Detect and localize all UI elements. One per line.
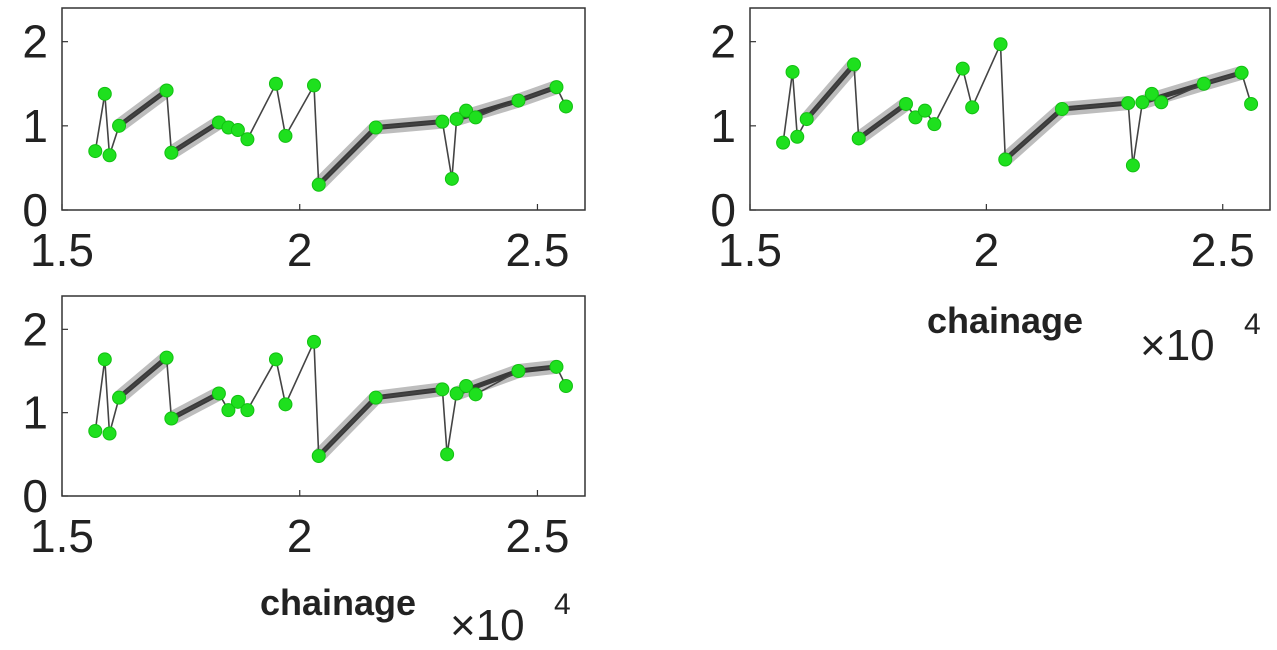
data-point	[211, 386, 226, 401]
data-point	[164, 145, 179, 160]
data-point	[112, 118, 127, 133]
data-point	[917, 103, 932, 118]
data-point	[847, 57, 861, 72]
y-tick-label: 2	[710, 16, 736, 68]
data-point	[268, 76, 283, 91]
data-point	[368, 120, 383, 135]
data-point	[1135, 95, 1150, 110]
data-point	[965, 100, 980, 115]
x-tick-label: 2	[287, 224, 313, 276]
data-point	[899, 96, 913, 111]
data-point	[790, 129, 805, 144]
x-tick-label: 2.5	[505, 224, 569, 276]
y-tick-label: 1	[22, 387, 48, 439]
y-tick-label: 0	[710, 184, 736, 236]
data-point	[927, 117, 942, 132]
x-axis-label: chainage	[927, 300, 1083, 341]
plot-area	[61, 295, 586, 497]
data-point	[159, 83, 174, 98]
x-tick-label: 2.5	[505, 510, 569, 562]
data-point	[88, 144, 103, 159]
data-point	[278, 128, 293, 143]
y-tick-label: 2	[22, 16, 48, 68]
data-point	[776, 135, 791, 150]
data-point	[221, 403, 236, 418]
chart-panel-top-left: 0 1 2 1.5 2 2.5	[22, 7, 586, 276]
data-point	[1196, 76, 1211, 91]
data-point	[230, 123, 245, 138]
data-point	[278, 397, 293, 412]
data-point	[435, 382, 450, 397]
data-point	[102, 426, 117, 441]
data-point	[435, 114, 450, 129]
data-point	[785, 64, 800, 79]
x-tick-label: 2.5	[1191, 224, 1255, 276]
data-point	[993, 37, 1008, 52]
data-point	[558, 99, 573, 114]
x-tick-label: 1.5	[30, 224, 94, 276]
data-point	[799, 112, 814, 127]
y-tick-label: 0	[22, 184, 48, 236]
x-axis-multiplier-exponent: 4	[1244, 308, 1261, 341]
data-point	[88, 424, 103, 438]
data-point	[102, 148, 117, 163]
data-point	[311, 177, 326, 192]
data-point	[459, 379, 474, 393]
data-point	[1125, 158, 1140, 173]
plot-area	[749, 7, 1271, 211]
data-point	[1121, 96, 1136, 111]
data-point	[998, 152, 1013, 167]
data-point	[908, 110, 923, 125]
data-point	[240, 132, 255, 147]
data-point	[159, 350, 174, 365]
data-point	[440, 447, 455, 462]
x-axis-multiplier: ×10	[1140, 321, 1215, 370]
data-point	[449, 386, 464, 401]
y-tick-label: 1	[22, 100, 48, 152]
data-point	[549, 80, 564, 95]
data-point	[549, 359, 564, 374]
chart-panel-bottom-left: 0 1 2 1.5 2 2.5 chainage ×10 4	[22, 295, 586, 650]
x-axis-multiplier: ×10	[450, 601, 525, 650]
x-tick-label: 1.5	[718, 224, 782, 276]
x-axis-label: chainage	[260, 582, 416, 623]
data-point	[368, 390, 383, 405]
data-point	[1234, 65, 1249, 80]
chart-panel-top-right: 0 1 2 1.5 2 2.5 chainage ×10 4	[710, 7, 1271, 370]
data-point	[955, 61, 970, 76]
data-point	[1244, 96, 1259, 111]
data-point	[1055, 102, 1069, 116]
y-tick-label: 2	[22, 303, 48, 355]
x-axis-multiplier-exponent: 4	[554, 588, 571, 621]
x-tick-label: 2	[974, 224, 1000, 276]
data-point	[164, 411, 179, 426]
x-tick-label: 2	[287, 510, 313, 562]
data-point	[97, 86, 112, 101]
data-point	[459, 103, 474, 118]
data-point	[851, 131, 866, 146]
data-point	[1144, 86, 1159, 101]
data-point	[268, 352, 283, 367]
y-tick-label: 0	[22, 470, 48, 522]
data-point	[97, 352, 112, 367]
data-point	[449, 112, 464, 127]
data-point	[468, 387, 483, 402]
data-point	[112, 390, 127, 405]
data-point	[311, 449, 326, 463]
x-tick-label: 1.5	[30, 510, 94, 562]
data-point	[468, 110, 483, 125]
data-point	[511, 364, 526, 378]
data-point	[1154, 95, 1169, 110]
data-point	[306, 78, 321, 93]
data-point	[230, 394, 245, 409]
data-point	[511, 93, 526, 108]
y-tick-label: 1	[710, 100, 736, 152]
data-point	[558, 379, 573, 393]
data-point	[240, 403, 255, 418]
data-point	[444, 171, 459, 186]
data-point	[306, 334, 321, 349]
